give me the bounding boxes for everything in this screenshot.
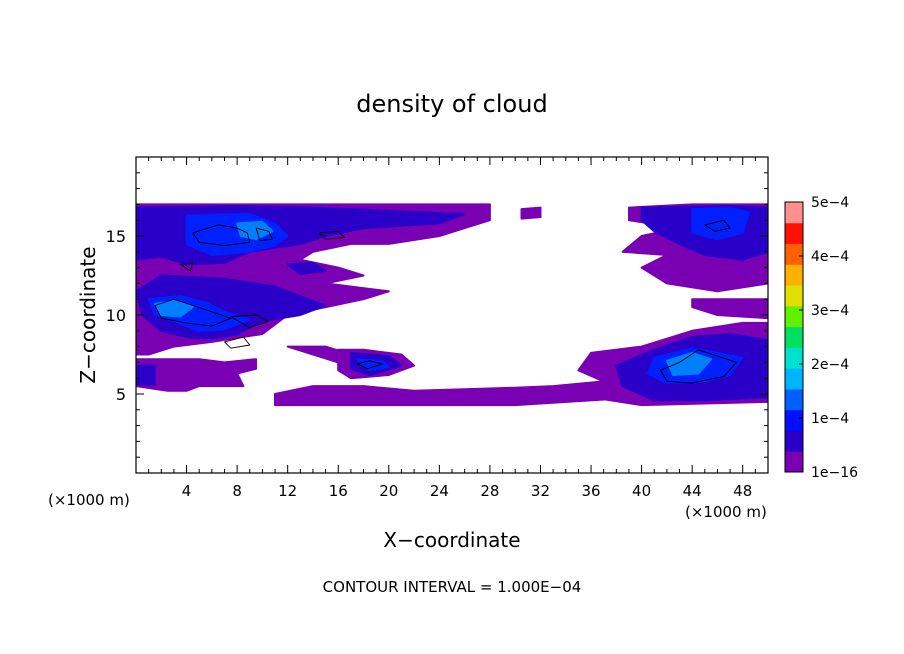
colorbar: 5e−4 4e−4 3e−4 2e−4 1e−4 1e−16 — [784, 195, 858, 481]
colorbar-label: 1e−16 — [811, 465, 858, 481]
colorbar-swatch — [785, 430, 803, 452]
colorbar-frame — [784, 201, 804, 473]
contour-line — [318, 230, 346, 240]
x-tick-label: 20 — [379, 482, 398, 500]
y-tick-label: 15 — [106, 227, 126, 246]
contour-line — [192, 224, 251, 246]
colorbar-swatch — [785, 305, 803, 328]
colorbar-swatch — [785, 451, 803, 473]
colorbar-label: 1e−4 — [811, 411, 849, 427]
x-tick-label: 28 — [480, 482, 499, 500]
colorbar-swatch — [785, 243, 803, 265]
density-field — [136, 203, 768, 407]
contour-line — [154, 298, 232, 327]
density-region-level-4 — [236, 220, 274, 241]
x-tick-label: 12 — [278, 482, 297, 500]
x-tick-label: 44 — [683, 482, 702, 500]
colorbar-label: 4e−4 — [811, 249, 849, 265]
colorbar-swatch — [785, 285, 803, 307]
contour-line — [230, 314, 270, 329]
density-region-level-4 — [154, 299, 194, 318]
colorbar-swatch — [785, 409, 803, 431]
density-region-level-2 — [136, 364, 156, 386]
contour-interval-note: CONTOUR INTERVAL = 1.000E−04 — [323, 578, 582, 596]
y-axis-ticks: 5 10 15 — [106, 156, 768, 474]
colorbar-swatch — [785, 264, 803, 286]
colorbar-label: 5e−4 — [811, 195, 849, 211]
contour-line — [660, 349, 737, 384]
x-unit-left: (×1000 m) — [48, 491, 130, 509]
contour-line — [255, 227, 273, 242]
x-tick-label: 48 — [733, 482, 752, 500]
density-region-level-4 — [665, 351, 713, 376]
contour-line — [179, 262, 194, 272]
x-tick-label: 32 — [531, 482, 550, 500]
density-region-level-2 — [286, 261, 327, 275]
contour-line — [704, 219, 731, 232]
colorbar-label: 3e−4 — [811, 303, 849, 319]
x-tick-label: 8 — [232, 482, 242, 500]
colorbar-label: 2e−4 — [811, 357, 849, 373]
x-tick-label: 40 — [632, 482, 651, 500]
colorbar-swatch — [785, 368, 803, 390]
chart-title: density of cloud — [356, 90, 547, 118]
y-tick-label: 5 — [116, 385, 126, 404]
colorbar-swatch — [785, 347, 803, 369]
x-tick-label: 36 — [581, 482, 600, 500]
density-region-level-1 — [274, 380, 643, 407]
colorbar-swatch — [785, 326, 803, 348]
density-region-level-1 — [520, 206, 542, 220]
colorbar-swatch — [785, 202, 803, 224]
contour-lines — [154, 219, 737, 384]
contour-line — [356, 360, 383, 370]
x-axis-ticks: 4 8 12 16 20 24 28 32 36 40 44 48 — [135, 157, 769, 500]
y-axis-label: Z−coordinate — [76, 246, 100, 383]
density-region-level-1 — [136, 358, 258, 392]
x-tick-label: 16 — [329, 482, 348, 500]
colorbar-swatch — [785, 222, 803, 245]
x-unit-right: (×1000 m) — [685, 503, 767, 521]
colorbar-swatch — [785, 388, 803, 411]
density-region-level-1 — [691, 298, 768, 320]
y-tick-label: 10 — [106, 306, 126, 325]
density-region-level-3 — [691, 206, 750, 241]
x-tick-label: 4 — [182, 482, 192, 500]
x-tick-label: 24 — [430, 482, 449, 500]
x-axis-label: X−coordinate — [383, 528, 520, 552]
contour-line — [224, 336, 251, 349]
